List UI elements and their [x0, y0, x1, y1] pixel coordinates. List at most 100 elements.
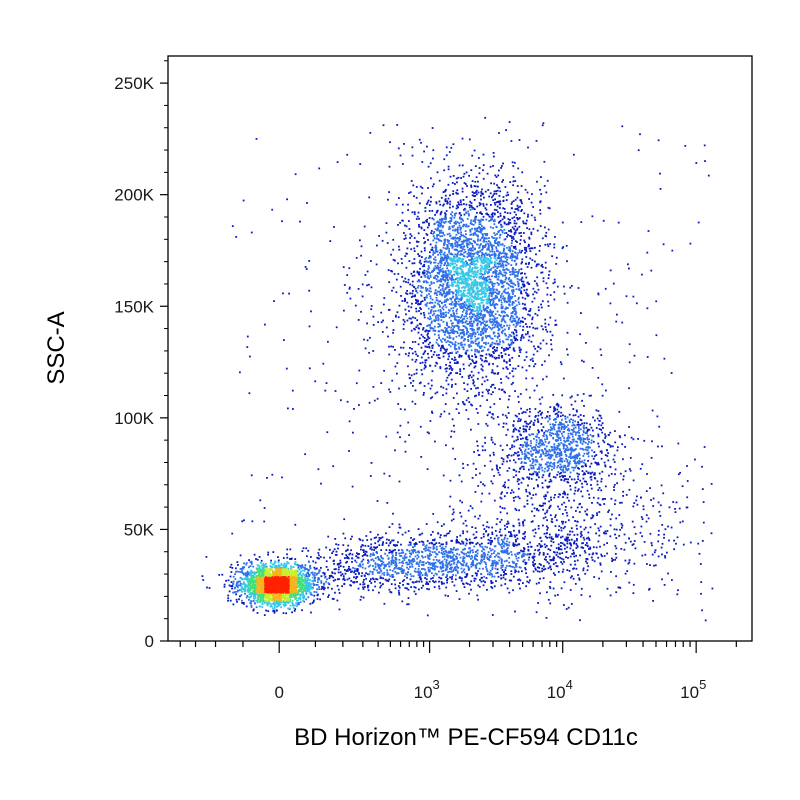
event-point [437, 326, 440, 328]
event-point [518, 522, 521, 525]
event-point [401, 276, 404, 278]
event-point [624, 470, 627, 473]
event-point [678, 507, 681, 510]
event-point [587, 455, 590, 458]
event-point [525, 445, 528, 448]
event-point [412, 546, 414, 549]
event-point [564, 475, 566, 477]
event-point [503, 222, 506, 225]
event-point [607, 511, 609, 513]
event-point [496, 184, 498, 186]
event-point [523, 232, 525, 234]
event-point [459, 199, 462, 202]
event-point [439, 222, 442, 225]
event-point [553, 418, 556, 421]
event-point [506, 212, 509, 214]
event-point [641, 463, 644, 466]
event-point [460, 337, 463, 340]
event-point [513, 228, 515, 230]
event-point [415, 562, 418, 565]
event-point [537, 602, 539, 604]
event-point [422, 327, 425, 329]
event-point [501, 332, 504, 334]
event-point [479, 212, 481, 214]
event-point [576, 472, 579, 475]
event-point [407, 583, 410, 585]
event-point [552, 559, 555, 562]
event-point [420, 141, 422, 144]
event-point [497, 416, 499, 418]
event-point [506, 444, 508, 447]
event-point [469, 541, 472, 544]
event-point [569, 488, 572, 491]
event-point [549, 316, 552, 319]
event-point [530, 233, 533, 236]
event-point [586, 513, 589, 516]
event-point [649, 564, 651, 566]
event-point [465, 399, 468, 402]
event-point [447, 165, 450, 168]
event-point [470, 580, 473, 583]
event-point [566, 353, 569, 356]
event-point [520, 272, 522, 275]
event-point [449, 548, 452, 550]
event-point [374, 563, 377, 566]
event-point [518, 289, 521, 291]
event-point [472, 223, 475, 226]
event-point [518, 296, 520, 299]
event-point [318, 569, 321, 572]
event-point [490, 354, 493, 356]
event-point [470, 388, 472, 390]
event-point [407, 421, 410, 424]
event-point [310, 611, 312, 614]
event-point [576, 539, 578, 542]
event-point [606, 587, 609, 590]
event-point [481, 445, 484, 448]
event-point [651, 544, 653, 547]
event-point [527, 263, 530, 265]
event-point [661, 542, 664, 545]
event-point [512, 544, 515, 546]
event-point [525, 422, 528, 425]
event-point [641, 535, 643, 538]
event-point [588, 441, 590, 443]
event-point [596, 417, 599, 420]
event-point [348, 450, 350, 452]
event-point [480, 194, 482, 197]
event-point [523, 246, 526, 249]
event-point [319, 598, 321, 601]
event-point [359, 563, 361, 565]
event-point [439, 225, 442, 228]
event-point [494, 203, 497, 206]
event-point [381, 536, 384, 539]
event-point [428, 570, 430, 573]
event-point [514, 313, 517, 316]
event-point [574, 482, 577, 484]
event-point [394, 583, 397, 586]
event-point [375, 551, 378, 553]
event-point [427, 261, 430, 263]
event-point [385, 542, 388, 544]
event-point [539, 200, 542, 203]
event-point [427, 330, 429, 332]
event-point [475, 191, 477, 193]
event-point [453, 424, 455, 427]
event-point [484, 207, 487, 209]
event-point [358, 553, 360, 555]
event-point [355, 577, 357, 580]
event-point [507, 553, 509, 555]
event-point [476, 444, 479, 447]
event-point [425, 359, 428, 361]
event-point [440, 314, 443, 317]
event-point [460, 562, 462, 565]
event-point [475, 338, 478, 341]
event-point [230, 581, 233, 583]
event-point [561, 469, 564, 472]
event-point [528, 310, 530, 313]
event-point [534, 347, 537, 350]
event-point [490, 586, 493, 588]
event-point [511, 340, 514, 343]
event-point [612, 559, 614, 561]
event-point [455, 212, 458, 215]
event-point [489, 354, 492, 357]
